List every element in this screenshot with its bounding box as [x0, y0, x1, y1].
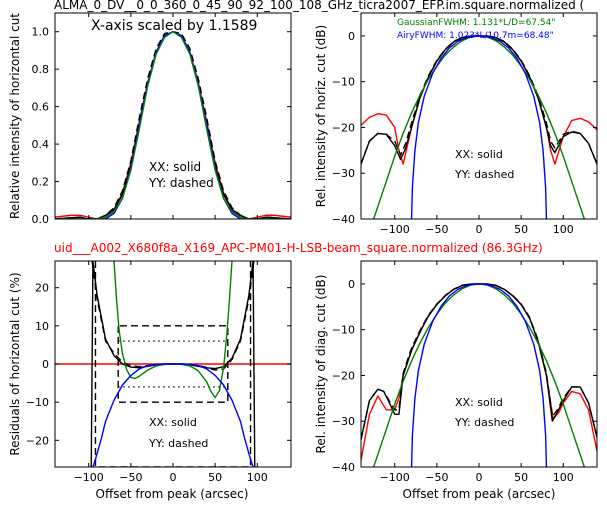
bottom-right-xtick-label: 100 [553, 471, 574, 484]
bottom-left-ylabel: Residuals of horizontal cut (%) [8, 272, 22, 455]
top-right-ytick-label: −20 [332, 121, 355, 134]
bottom-right-xlabel: Offset from peak (arcsec) [403, 487, 556, 501]
top-left-ytick-label: 1.0 [32, 26, 50, 39]
top-right-xtick-label: −100 [380, 223, 410, 236]
bottom-right-ytick-label: −10 [332, 324, 355, 337]
bottom-left-series-group [55, 261, 291, 467]
top-left-ytick-label: 0.2 [32, 176, 50, 189]
top-right-series-line-4 [410, 35, 548, 219]
top-left-ylabel: Relative intensity of horizontal cut [8, 13, 22, 219]
top-right-ylabel: Rel. intensity of horiz. cut (dB) [314, 25, 328, 207]
bottom-left-xtick-label: 50 [208, 471, 222, 484]
bottom-right-ylabel: Rel. intensity of diag. cut (dB) [314, 275, 328, 454]
bottom-left-xtick-label: −100 [74, 471, 104, 484]
bottom-right-ytick-label: 0 [348, 278, 355, 291]
top-right-yy-label: YY: dashed [454, 168, 514, 181]
top-right-ytick-label: −10 [332, 76, 355, 89]
bottom-right-ytick-label: −20 [332, 369, 355, 382]
bottom-left-ytick-label: −10 [26, 396, 49, 409]
bottom-left-yy-label: YY: dashed [148, 437, 208, 450]
bottom-right-xx-label: XX: solid [455, 396, 503, 409]
bottom-left-ytick-label: 10 [35, 320, 49, 333]
bottom-right-series-line-4 [410, 283, 548, 467]
bottom-right-xtick-label: 50 [514, 471, 528, 484]
top-right-ytick-label: −40 [332, 213, 355, 226]
bottom-right-series-group [361, 283, 597, 467]
top-right-series-group [361, 35, 597, 219]
top-left-xx-label: XX: solid [149, 160, 201, 174]
top-right-xx-label: XX: solid [455, 148, 503, 161]
figure-top-title: ALMA_0_DV__0_0_360_0_45_90_92_100_108_GH… [54, 0, 584, 12]
top-right-xtick-label: −50 [425, 223, 448, 236]
bottom-left-xtick-label: 0 [170, 471, 177, 484]
top-right-xtick-label: 0 [476, 223, 483, 236]
bottom-left-xtick-label: −50 [119, 471, 142, 484]
bottom-right-ytick-label: −40 [332, 461, 355, 474]
bottom-left-xtick-label: 100 [247, 471, 268, 484]
bottom-right-yy-label: YY: dashed [454, 416, 514, 429]
bottom-right-xtick-label: 0 [476, 471, 483, 484]
airy-fwhm-label: AiryFWHM: 1.023*L/10.7m=68.48" [397, 31, 554, 41]
panel-top-left: 0.0 0.2 0.4 0.6 0.8 1.0 Relative intensity of … [8, 12, 292, 226]
top-right-xtick-label: 100 [553, 223, 574, 236]
top-left-ytick-label: 0.8 [32, 63, 50, 76]
top-left-series-line-4 [55, 31, 291, 219]
gaussian-fwhm-label: GaussianFWHM: 1.131*L/D=67.54" [397, 18, 555, 28]
bottom-left-series-line-2 [117, 325, 229, 403]
bottom-left-series-line-8 [92, 363, 254, 467]
bottom-left-ytick-label: −20 [26, 434, 49, 447]
top-right-xtick-label: 50 [514, 223, 528, 236]
bottom-right-xtick-label: −50 [425, 471, 448, 484]
bottom-left-xx-label: XX: solid [149, 416, 197, 429]
bottom-left-ytick-label: 20 [35, 282, 49, 295]
bottom-left-xlabel: Offset from peak (arcsec) [96, 487, 249, 501]
bottom-left-ytick-label: 0 [42, 358, 49, 371]
top-left-series-group [55, 31, 291, 219]
bottom-right-ytick-label: −30 [332, 415, 355, 428]
top-right-ytick-label: −30 [332, 167, 355, 180]
figure-mid-title: uid___A002_X680f8a_X169_APC-PM01-H-LSB-b… [54, 241, 543, 255]
top-right-ytick-label: 0 [348, 30, 355, 43]
top-left-ytick-label: 0.4 [32, 138, 50, 151]
top-left-yy-label: YY: dashed [148, 176, 214, 190]
bottom-left-series-line-1 [94, 261, 252, 467]
bottom-right-xtick-label: −100 [380, 471, 410, 484]
top-left-ytick-label: 0.6 [32, 101, 50, 114]
top-left-ytick-label: 0.0 [32, 213, 50, 226]
scale-note: X-axis scaled by 1.1589 [91, 18, 257, 34]
